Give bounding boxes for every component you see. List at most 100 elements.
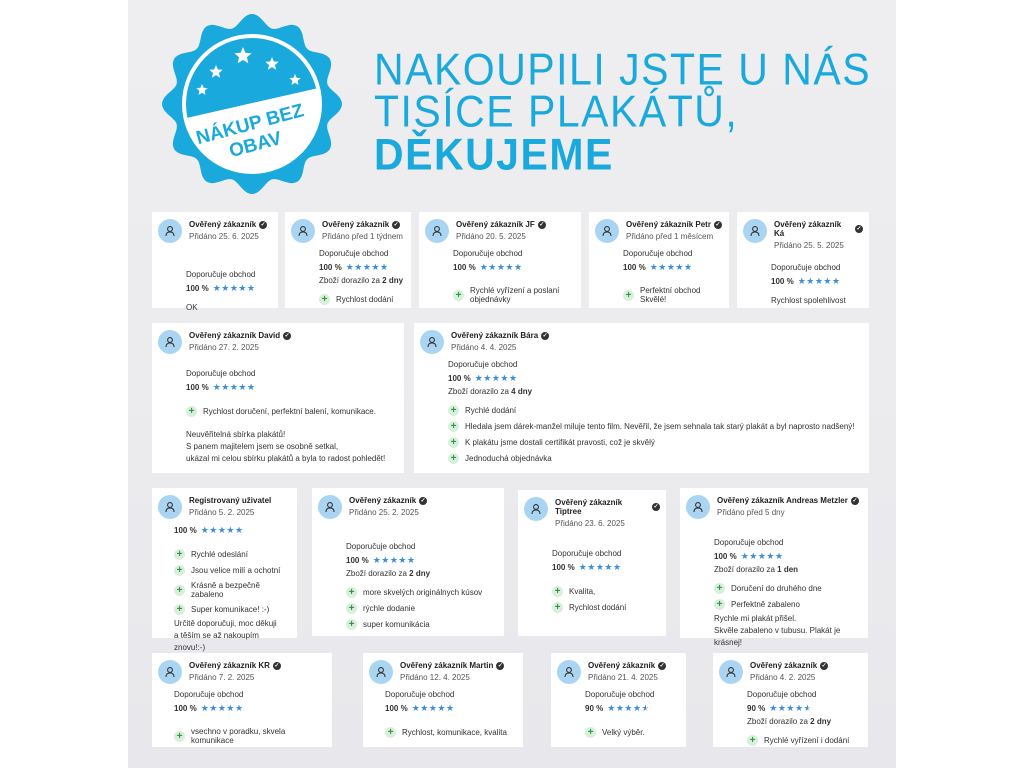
review-header: Ověřený zákazník Bára ✓ Přidáno 4. 4. 2025: [420, 330, 863, 354]
star-icon: ★: [649, 262, 659, 272]
reviewer-name: Ověřený zákazník ✓: [322, 220, 403, 229]
plus-icon: +: [623, 289, 634, 301]
reviewer-name-text: Ověřený zákazník: [750, 661, 818, 670]
reviewer-name: Ověřený zákazník Bára ✓: [451, 331, 550, 340]
pro-text: Rychlé dodání: [465, 406, 517, 415]
review-date: Přidáno před 5 dny: [717, 508, 785, 517]
reviewer-name: Ověřený zákazník ✓: [750, 661, 829, 670]
star-icon: ★: [615, 703, 625, 713]
review-header: Ověřený zákazník Andreas Metzler ✓ Přidáno…: [686, 495, 862, 519]
star-icon: ★: [474, 373, 484, 383]
delivery-label: Zboží dorazilo za: [319, 276, 380, 285]
rating-stars: ★★★★★: [373, 555, 416, 565]
user-avatar-icon: [686, 495, 710, 519]
reviewer-name-text: Ověřený zákazník Tiptree: [555, 498, 623, 516]
plus-icon: +: [174, 604, 185, 615]
recommend-label: Doporučuje obchod: [346, 542, 416, 551]
review-card: Ověřený zákazník David ✓ Přidáno 27. 2. 20…: [152, 323, 404, 473]
reviewer-name-text: Ověřený zákazník JF: [456, 220, 535, 229]
review-date: Přidáno 20. 5. 2025: [456, 232, 526, 241]
review-body: Doporučuje obchod 90 % ★★★★★ + Velký výběr.: [557, 690, 680, 738]
rating-row: 100 % ★★★★★: [186, 283, 272, 294]
verified-check-icon: ✓: [658, 661, 667, 670]
pro-text: Perfektně zabaleno: [731, 600, 800, 609]
pro-text: Jednoduchá objednávka: [465, 454, 552, 463]
plus-icon: +: [448, 421, 459, 432]
pro-item: + Super komunikace! :-): [174, 604, 291, 615]
reviewer-name: Ověřený zákazník ✓: [189, 220, 268, 229]
pro-item: + Hledala jsem dárek-manžel miluje tento …: [448, 421, 863, 432]
delivery-value: 2 dny: [810, 717, 832, 726]
rating-percent: 100 %: [186, 284, 209, 293]
star-icon: ★: [483, 373, 492, 383]
user-avatar-icon: [420, 330, 444, 354]
star-icon: ★: [420, 703, 429, 713]
delivery-time: Zboží dorazilo za 1 den: [714, 565, 862, 575]
review-card: Ověřený zákazník ✓ Přidáno 4. 2. 2025 Dopor…: [713, 653, 868, 747]
rating-row: 100 % ★★★★★: [174, 525, 291, 536]
rating-row: 100 % ★★★★★: [319, 262, 405, 273]
review-date: Přidáno 23. 6. 2025: [555, 519, 625, 528]
rating-row: 100 % ★★★★★: [453, 262, 575, 273]
verified-check-icon: ✓: [537, 220, 546, 229]
star-icon: ★: [794, 703, 804, 713]
review-body: Doporučuje obchod 100 % ★★★★★ + Kvalita, + Ryc…: [524, 534, 660, 613]
star-icon: ★: [345, 262, 355, 272]
delivery-label: Zboží dorazilo za: [747, 717, 808, 726]
rating-stars: ★★★★★: [201, 525, 244, 535]
pro-item: + Kvalita,: [552, 586, 660, 597]
pro-item: + Krásně a bezpečně zabaleno: [174, 581, 291, 599]
star-icon: ★: [372, 555, 382, 565]
reviewer-name-text: Ověřený zákazník Ká: [774, 220, 842, 238]
user-avatar-icon: [595, 219, 619, 243]
rating-stars: ★★★★★: [346, 262, 389, 272]
pro-item: + Perfektně zabaleno: [714, 599, 862, 610]
reviewer-info: Ověřený zákazník Bára ✓ Přidáno 4. 4. 2025: [451, 330, 550, 352]
delivery-time: Zboží dorazilo za 2 dny: [747, 717, 862, 727]
pro-item: + Rychlost doručení, perfektní balení, ko…: [186, 406, 398, 417]
delivery-label: Zboží dorazilo za: [346, 569, 407, 578]
review-card: Ověřený zákazník Martin ✓ Přidáno 12. 4. 2…: [363, 653, 523, 747]
plus-icon: +: [714, 599, 725, 610]
plus-icon: +: [174, 730, 185, 742]
star-icon: ★: [217, 703, 227, 713]
recommend-label: Doporučuje obchod: [174, 690, 244, 699]
rating-row: 100 % ★★★★★: [623, 262, 723, 273]
rating-percent: 100 %: [623, 263, 646, 272]
review-header: Ověřený zákazník Ká ✓ Přidáno 25. 5. 2025: [743, 219, 863, 250]
rating-row: 90 % ★★★★★: [747, 703, 862, 714]
plus-icon: +: [585, 727, 596, 738]
user-avatar-icon: [524, 497, 548, 521]
recommend-label: Doporučuje obchod: [714, 538, 784, 547]
rating-row: 90 % ★★★★★: [585, 703, 680, 714]
review-header: Ověřený zákazník ✓ Přidáno 4. 2. 2025: [719, 660, 862, 684]
star-icon: ★: [488, 262, 497, 272]
reviewer-info: Registrovaný uživatel Přidáno 5. 2. 2025: [189, 495, 271, 517]
pro-text: Krásně a bezpečně zabaleno: [191, 581, 260, 599]
delivery-label: Zboží dorazilo za: [448, 387, 509, 396]
review-body: Doporučuje obchod 100 % ★★★★★ Zboží dorazil…: [686, 525, 862, 649]
star-icon: ★: [247, 283, 256, 293]
recommend-label: Doporučuje obchod: [771, 263, 841, 272]
review-text: Určitě doporučuji, moc děkuji: [174, 619, 277, 628]
pro-text: Rychlost dodání: [569, 603, 627, 612]
pro-item: + Jsou velice milí a ochotní: [174, 565, 291, 576]
star-icon: ★: [514, 262, 523, 272]
star-icon: [289, 74, 301, 85]
user-avatar-icon: [557, 660, 581, 684]
review-date: Přidáno 27. 2. 2025: [189, 343, 259, 352]
delivery-label: Zboží dorazilo za: [714, 565, 775, 574]
verified-check-icon: ✓: [855, 225, 863, 233]
star-icon: ★: [221, 382, 230, 392]
reviewer-info: Ověřený zákazník ✓ Přidáno 21. 4. 2025: [588, 660, 667, 682]
pro-text: Super komunikace! :-): [191, 605, 270, 614]
star-icon: ★: [371, 262, 380, 272]
review-body: Doporučuje obchod 100 % ★★★★★ OK: [158, 249, 272, 314]
reviewer-info: Ověřený zákazník ✓ Přidáno 25. 6. 2025: [189, 219, 268, 241]
half-star-icon: ★: [641, 703, 651, 713]
review-body: Doporučuje obchod 100 % ★★★★★ Zboží dorazil…: [420, 360, 863, 464]
headline-line-1: NAKOUPILI JSTE U NÁS: [374, 44, 872, 95]
star-icon: ★: [354, 262, 363, 272]
star-icon: ★: [209, 525, 218, 535]
reviewer-info: Ověřený zákazník David ✓ Přidáno 27. 2. 20…: [189, 330, 292, 352]
